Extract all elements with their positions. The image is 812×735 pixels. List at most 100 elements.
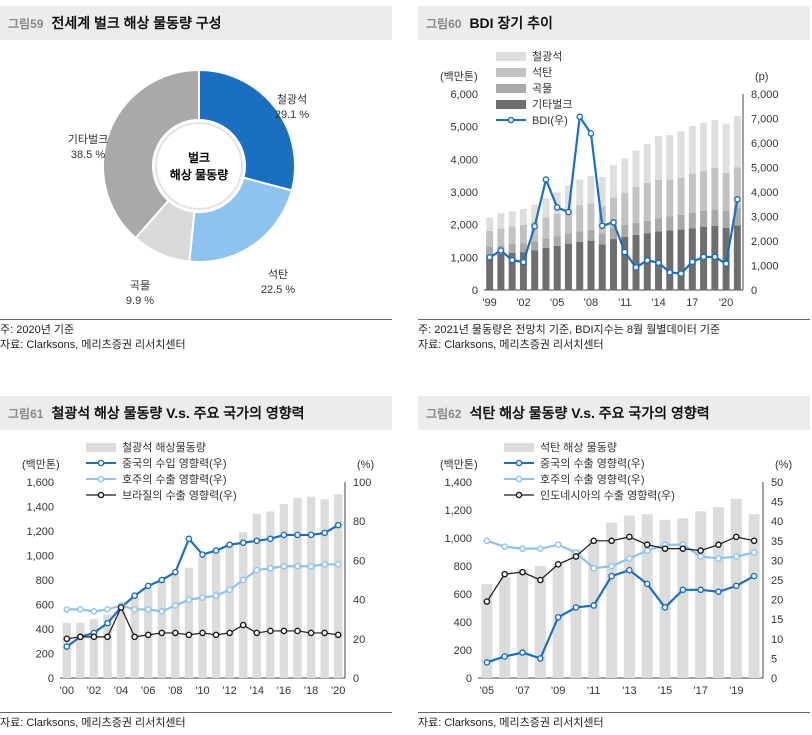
panel-coal: 그림62 석탄 해상 물동량 V.s. 주요 국가의 영향력 0 200 400 60… (418, 396, 810, 732)
bar-기타벌크 (632, 234, 640, 290)
series-point (172, 629, 179, 637)
y-tick-left: 1,400 (26, 502, 54, 514)
bar-석탄 (688, 174, 696, 213)
bar-철광석 (711, 120, 719, 168)
bar-철광석 (486, 217, 494, 231)
series-point (626, 533, 633, 541)
bar-석탄 (531, 221, 539, 242)
bar-곡물 (733, 208, 741, 226)
series-point (280, 531, 288, 539)
bar-곡물 (553, 236, 561, 246)
bar-곡물 (576, 231, 584, 242)
bar-곡물 (508, 243, 516, 253)
series-point (104, 633, 111, 641)
slice-label: 철광석 (277, 93, 307, 106)
bar-철광석 (531, 204, 539, 222)
y-tick-right: 40 (771, 516, 783, 528)
series-point (307, 562, 315, 570)
series-point (90, 633, 98, 641)
series-point (267, 535, 274, 543)
series-point (172, 602, 179, 609)
y-tick-left: 1,400 (444, 477, 472, 489)
series-point (77, 633, 84, 641)
series-point (626, 566, 633, 574)
panel-header: 그림60 BDI 장기 추이 (418, 6, 810, 40)
legend-label: 철광석 (532, 50, 562, 63)
bdi-stacked-chart: 0 1,000 2,000 3,000 4,000 5,000 6,000 0 1,000 2,0… (440, 50, 779, 309)
series-point (321, 629, 328, 637)
y-tick-left: 5,000 (450, 122, 478, 134)
volume-bar (534, 566, 546, 678)
bar-기타벌크 (553, 245, 561, 290)
bar-석탄 (519, 224, 527, 244)
bdi-point (677, 270, 685, 277)
series-point (750, 537, 758, 545)
x-tick: '11 (618, 297, 632, 309)
y-tick-left: 200 (454, 645, 472, 657)
y-tick-right: 40 (353, 595, 365, 607)
series-point (267, 564, 274, 572)
bdi-point (621, 248, 629, 256)
bar-기타벌크 (497, 253, 505, 290)
series-point (199, 551, 206, 558)
bar-석탄 (643, 182, 651, 221)
bdi-point (700, 253, 707, 261)
bdi-point (497, 247, 505, 254)
series-point (104, 619, 111, 627)
center-label: 벌크 (188, 150, 210, 165)
series-line-1 (486, 568, 755, 664)
bar-철광석 (576, 179, 584, 206)
y-tick-right: 5 (771, 653, 777, 665)
x-tick: '00 (60, 685, 74, 697)
volume-bar (279, 504, 289, 678)
slice-value: 22.5 % (261, 284, 295, 296)
y-tick-left: 600 (454, 589, 472, 601)
y-tick-right: 5,000 (751, 163, 779, 175)
series-point (144, 582, 152, 590)
series-point (519, 545, 526, 552)
source-line: 자료: Clarksons, 메리츠증권 리서치센터 (418, 339, 604, 351)
bdi-point (666, 269, 674, 276)
series-point (267, 627, 274, 635)
y-unit-left: (백만톤) (440, 70, 478, 83)
bar-철광석 (733, 115, 741, 168)
y-tick-right: 20 (353, 634, 365, 646)
y-tick-left: 200 (36, 649, 54, 661)
bar-철광석 (564, 185, 572, 210)
slice-value: 38.5 % (71, 149, 105, 161)
series-point (185, 535, 193, 543)
bar-석탄 (486, 230, 494, 247)
bar-석탄 (576, 205, 584, 232)
bar-곡물 (700, 210, 708, 227)
series-point (321, 561, 328, 568)
bar-석탄 (700, 171, 708, 211)
bar-곡물 (722, 210, 730, 228)
volume-bar (211, 549, 221, 678)
series-point (280, 562, 288, 570)
bdi-point (486, 254, 493, 261)
y-tick-right: 6,000 (751, 138, 779, 150)
series-point (117, 604, 125, 611)
series-point (554, 561, 562, 568)
bar-곡물 (519, 243, 527, 253)
volume-bar (266, 511, 275, 678)
figure-title: BDI 장기 추이 (469, 15, 553, 31)
series-point (294, 627, 301, 635)
series-point (131, 592, 138, 599)
y-tick-right: 50 (771, 477, 783, 489)
bar-석탄 (711, 167, 719, 210)
series-point (661, 604, 669, 611)
bar-철광석 (519, 208, 527, 225)
slice-value: 9.9 % (126, 295, 154, 307)
series-line-3 (486, 536, 755, 602)
volume-bar (293, 497, 302, 678)
series-point (608, 572, 615, 580)
volume-bar (62, 622, 71, 678)
y-tick-right: 8,000 (751, 89, 779, 101)
y-tick-left: 800 (36, 575, 54, 587)
slice-value: 29.1 % (275, 109, 309, 121)
panel-bdi-trend: 그림60 BDI 장기 추이 0 1,000 2,000 3,000 4,000 5,00… (418, 6, 810, 351)
x-tick: '11 (587, 685, 601, 697)
bar-곡물 (531, 241, 539, 251)
series-point (334, 561, 342, 568)
